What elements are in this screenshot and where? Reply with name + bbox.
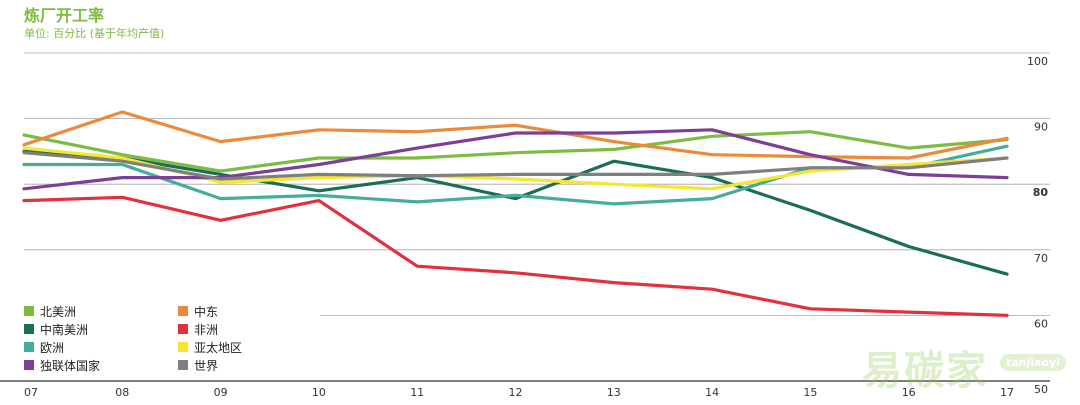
legend-label: 亚太地区 xyxy=(194,340,243,355)
x-tick-label: 10 xyxy=(312,386,326,399)
y-tick-label: 90 xyxy=(1034,121,1048,134)
y-tick-label: 100 xyxy=(1027,55,1048,68)
series-line xyxy=(22,128,1009,191)
legend-item-central-south-america: 中南美洲 xyxy=(24,321,178,337)
y-tick-label: 70 xyxy=(1034,252,1048,265)
legend-item-africa: 非洲 xyxy=(178,321,318,337)
x-tick-labels: 07 08 09 10 11 12 13 14 15 16 17 xyxy=(24,386,1014,399)
legend-label: 世界 xyxy=(194,358,219,373)
legend-label: 欧洲 xyxy=(40,340,65,355)
grid-lines xyxy=(0,52,1050,382)
x-tick-label: 07 xyxy=(24,386,38,399)
x-tick-label: 16 xyxy=(902,386,916,399)
legend-item-cis: 独联体国家 xyxy=(24,357,178,373)
legend-label: 中东 xyxy=(194,304,219,319)
x-tick-label: 13 xyxy=(607,386,621,399)
legend-label: 中南美洲 xyxy=(40,322,89,337)
series-line xyxy=(22,149,1009,276)
legend-swatch xyxy=(24,324,34,334)
series-line xyxy=(22,195,1009,317)
x-tick-label: 12 xyxy=(509,386,523,399)
x-tick-label: 17 xyxy=(1000,386,1014,399)
legend-swatch xyxy=(178,360,188,370)
legend-label: 非洲 xyxy=(194,322,219,337)
chart-title: 炼厂开工率 xyxy=(24,6,105,25)
legend-label: 独联体国家 xyxy=(40,358,101,373)
x-tick-label: 09 xyxy=(214,386,228,399)
legend-swatch xyxy=(178,342,188,352)
legend-item-world: 世界 xyxy=(178,357,318,373)
legend-swatch xyxy=(178,324,188,334)
y-tick-labels: 100 90 80 70 60 50 xyxy=(1027,55,1048,396)
legend-label: 北美洲 xyxy=(40,304,77,319)
legend-item-asia-pacific: 亚太地区 xyxy=(178,339,318,355)
legend-item-north-america: 北美洲 xyxy=(24,303,178,319)
legend-swatch xyxy=(24,360,34,370)
series-line xyxy=(22,110,1009,160)
y-tick-label: 80 xyxy=(1033,186,1049,199)
x-tick-label: 11 xyxy=(410,386,424,399)
x-tick-label: 08 xyxy=(115,386,129,399)
series-lines xyxy=(22,110,1009,317)
legend-item-middle-east: 中东 xyxy=(178,303,318,319)
y-tick-label: 50 xyxy=(1034,383,1048,396)
legend-swatch xyxy=(24,342,34,352)
legend-swatch xyxy=(24,306,34,316)
x-tick-label: 15 xyxy=(803,386,817,399)
x-tick-label: 14 xyxy=(705,386,719,399)
legend-item-europe: 欧洲 xyxy=(24,339,178,355)
y-tick-label: 60 xyxy=(1034,317,1048,330)
chart-legend: 北美洲 中东 中南美洲 非洲 欧洲 亚太地区 独联体国家 世界 xyxy=(24,303,318,373)
legend-swatch xyxy=(178,306,188,316)
series-line xyxy=(22,130,1009,173)
chart-subtitle: 单位: 百分比 (基于年均产值) xyxy=(24,27,165,40)
series-line xyxy=(22,151,1009,181)
